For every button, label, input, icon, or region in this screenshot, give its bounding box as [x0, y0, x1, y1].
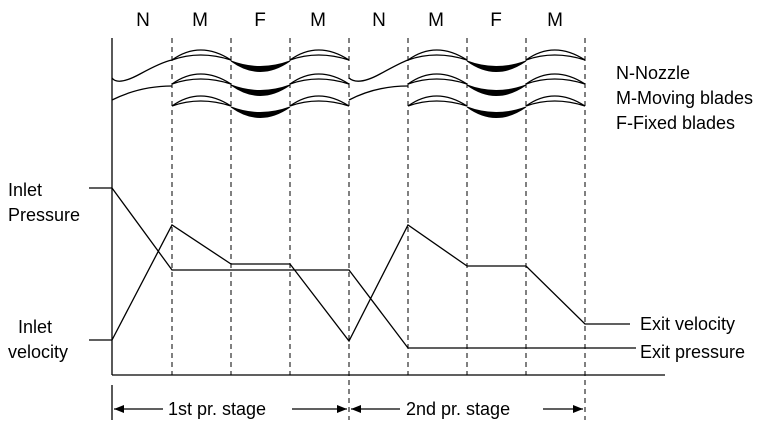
exit-pressure-label: Exit pressure [640, 342, 745, 362]
pressure-curve [89, 187, 636, 349]
zone-label-moving-1: M [192, 10, 208, 31]
zone-label-moving-2: M [310, 10, 326, 31]
legend-moving-blades: M-Moving blades [616, 88, 753, 108]
moving-blades [171, 49, 586, 107]
velocity-curve [89, 224, 630, 343]
inlet-velocity-label-line1: Inlet [18, 317, 52, 337]
zone-label-fixed-2: F [490, 10, 502, 31]
zone-label-nozzle-1: N [136, 10, 150, 31]
inlet-pressure-label-line2: Pressure [8, 205, 80, 225]
legend-fixed-blades: F-Fixed blades [616, 113, 735, 133]
zone-label-nozzle-2: N [372, 10, 386, 31]
inlet-pressure-label-line1: Inlet [8, 180, 42, 200]
stage-1-label: 1st pr. stage [168, 399, 266, 419]
exit-velocity-label: Exit velocity [640, 314, 735, 334]
inlet-velocity-label-line2: velocity [8, 342, 68, 362]
zone-labels: N M F M N M F M [136, 10, 563, 31]
zone-dividers [171, 38, 586, 420]
zone-label-moving-4: M [547, 10, 563, 31]
fixed-blades [230, 60, 527, 118]
stage-2-label: 2nd pr. stage [406, 399, 510, 419]
zone-label-moving-3: M [428, 10, 444, 31]
stage-brackets: 1st pr. stage 2nd pr. stage [111, 385, 583, 420]
legend: N-Nozzle M-Moving blades F-Fixed blades [616, 63, 753, 133]
zone-label-fixed-1: F [254, 10, 266, 31]
legend-nozzle: N-Nozzle [616, 63, 690, 83]
nozzle-passages [111, 59, 409, 101]
